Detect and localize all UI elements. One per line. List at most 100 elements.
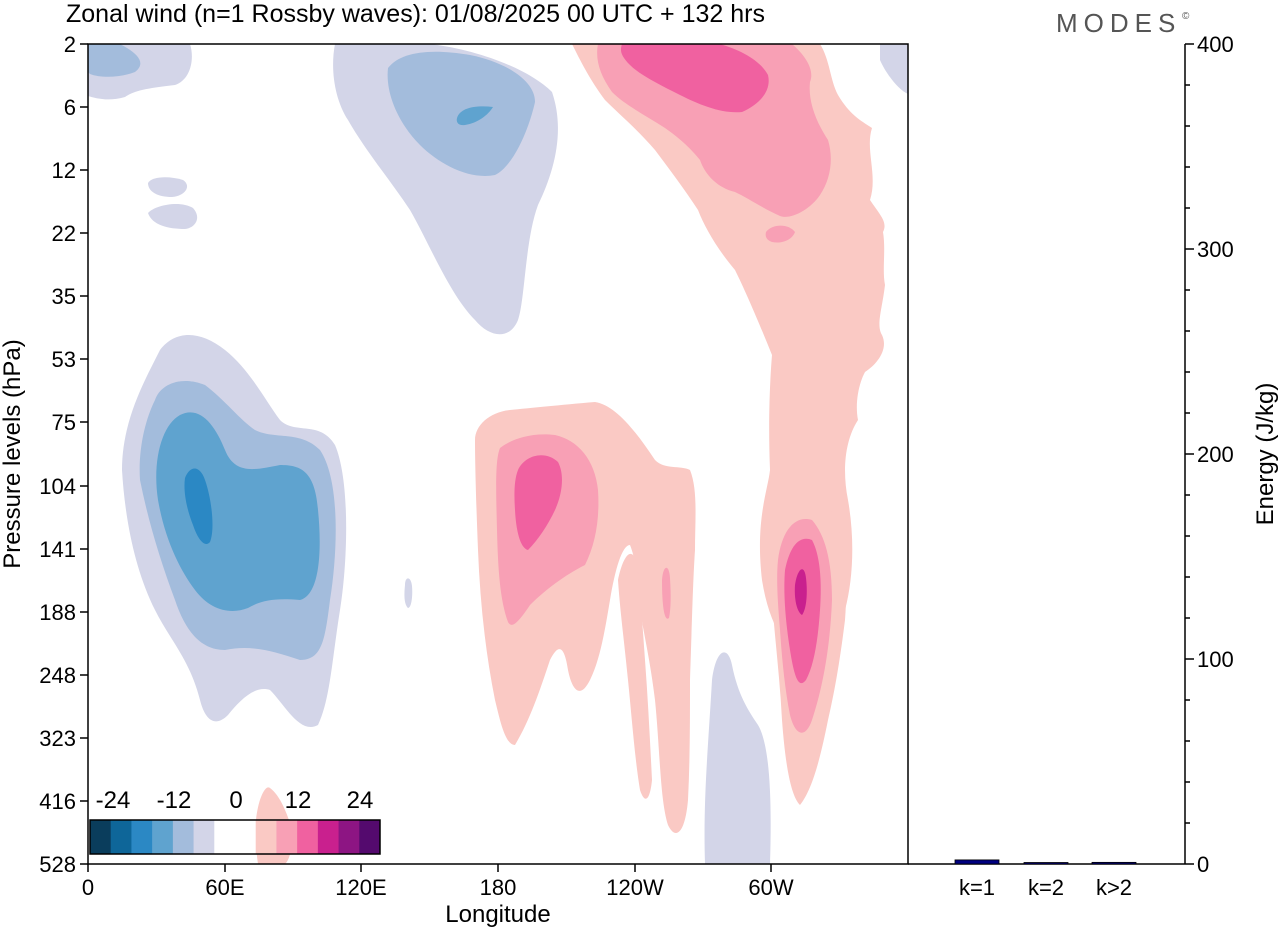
- contour-pos-tropo-180-core: [514, 455, 562, 550]
- contour-neg-tropo-60E-inner: [156, 412, 320, 611]
- y-tick: 6: [64, 95, 88, 120]
- y-tick-label: 75: [52, 410, 76, 435]
- colorbar-label-24: 24: [347, 787, 374, 814]
- colorbar-swatch: [235, 820, 257, 854]
- colorbar-swatch: [276, 820, 298, 854]
- colorbar-label-12: 12: [285, 787, 312, 814]
- colorbar: -24 -12 0 12 24: [89, 787, 381, 855]
- contour-neg-tropo-60E-core: [184, 468, 213, 545]
- colorbar-swatch: [359, 820, 381, 854]
- y-tick: 2: [64, 32, 88, 57]
- contour-pos-tropo-60W-core: [794, 569, 807, 615]
- x-tick-label: 180: [480, 875, 517, 900]
- brand-mark: ©: [1182, 11, 1190, 22]
- colorbar-label-0: 0: [229, 787, 242, 814]
- y-tick-label: 53: [52, 347, 76, 372]
- colorbar-swatches: [90, 820, 381, 854]
- y-tick-label: 2: [64, 32, 76, 57]
- y-tick-label: 248: [39, 663, 76, 688]
- contour-pos-lower-130W: [618, 553, 652, 799]
- x-tick-label: 60E: [205, 875, 244, 900]
- y-tick-label: 416: [39, 789, 76, 814]
- chart-title: Zonal wind (n=1 Rossby waves): 01/08/202…: [66, 0, 765, 28]
- y-tick: 22: [52, 221, 88, 246]
- contour-pos-small-blob: [765, 225, 795, 243]
- colorbar-swatch: [297, 820, 319, 854]
- x-tick-label: 120E: [335, 875, 386, 900]
- y-tick: 75: [52, 410, 88, 435]
- colorbar-swatch: [338, 820, 360, 854]
- y-tick: 416: [39, 789, 88, 814]
- y-tick-label: 6: [64, 95, 76, 120]
- colorbar-swatch: [172, 820, 195, 854]
- energy-tick-label: 300: [1197, 237, 1234, 262]
- y-axis: 2 6 12 22 35 53 75 104 141 188 248 323 4…: [39, 32, 88, 877]
- colorbar-swatch: [317, 820, 340, 854]
- x-tick: 60W: [748, 864, 794, 900]
- contour-neg-small-blob-1: [148, 177, 188, 197]
- energy-tick-label: 400: [1197, 32, 1234, 57]
- colorbar-label-m12: -12: [157, 787, 192, 814]
- contour-neg-stratosphere-120E-core: [456, 106, 493, 126]
- x-tick-label: 60W: [748, 875, 793, 900]
- energy-tick-label: 0: [1197, 852, 1209, 877]
- contour-neg-upper-left-core: [88, 44, 141, 77]
- energy-categories: k=1 k=2 k>2: [959, 875, 1132, 900]
- y-tick: 104: [39, 474, 88, 499]
- x-tick-label: 120W: [606, 875, 664, 900]
- y-tick: 141: [39, 537, 88, 562]
- y-tick: 53: [52, 347, 88, 372]
- contour-neg-top-right: [880, 44, 908, 94]
- x-tick: 120W: [606, 864, 664, 900]
- energy-category-label: k=2: [1028, 875, 1064, 900]
- colorbar-swatch: [152, 820, 174, 854]
- energy-tick-label: 200: [1197, 442, 1234, 467]
- y-tick-label: 35: [52, 284, 76, 309]
- colorbar-swatch: [90, 820, 112, 854]
- contour-pos-strat-core: [620, 44, 769, 113]
- colorbar-swatch: [131, 820, 153, 854]
- energy-category-label: k>2: [1096, 875, 1132, 900]
- energy-category-label: k=1: [959, 875, 995, 900]
- y-tick: 248: [39, 663, 88, 688]
- y-tick-label: 104: [39, 474, 76, 499]
- x-tick: 60E: [205, 864, 245, 900]
- energy-bar: [1023, 862, 1069, 865]
- energy-bar: [954, 859, 1000, 865]
- y-axis-label: Pressure levels (hPa): [0, 339, 26, 568]
- contour-pos-thin-130W: [662, 567, 671, 619]
- contour-pos-strat-mid: [597, 44, 831, 217]
- brand-logo: MODES ©: [1056, 8, 1190, 38]
- x-tick: 180: [480, 864, 517, 900]
- brand-text: MODES: [1056, 8, 1181, 38]
- contour-neg-lower-80W: [704, 652, 771, 864]
- energy-tick-label: 100: [1197, 647, 1234, 672]
- energy-axis: 0 100 200 300 400: [1185, 32, 1234, 877]
- colorbar-label-m24: -24: [96, 787, 131, 814]
- y-tick: 12: [52, 158, 88, 183]
- x-axis: 0 60E 120E 180 120W 60W: [82, 864, 794, 900]
- colorbar-swatch: [110, 820, 132, 854]
- colorbar-frame: [89, 819, 381, 855]
- y-tick-label: 12: [52, 158, 76, 183]
- y-tick-label: 528: [39, 852, 76, 877]
- y-tick-label: 323: [39, 726, 76, 751]
- colorbar-swatch: [255, 820, 277, 854]
- x-axis-label: Longitude: [445, 901, 550, 928]
- x-tick: 120E: [335, 864, 387, 900]
- y-tick: 188: [39, 600, 88, 625]
- contour-field: [88, 44, 908, 864]
- colorbar-swatch: [193, 820, 215, 854]
- colorbar-swatch: [214, 820, 236, 854]
- contour-neg-small-blob-2: [148, 203, 198, 229]
- x-tick-label: 0: [82, 875, 94, 900]
- contour-neg-tiny-150E: [404, 578, 413, 608]
- y-tick: 35: [52, 284, 88, 309]
- y-tick-label: 188: [39, 600, 76, 625]
- y-tick: 323: [39, 726, 88, 751]
- energy-axis-label: Energy (J/kg): [1252, 383, 1279, 526]
- y-tick-label: 22: [52, 221, 76, 246]
- x-tick: 0: [82, 864, 94, 900]
- y-tick-label: 141: [39, 537, 76, 562]
